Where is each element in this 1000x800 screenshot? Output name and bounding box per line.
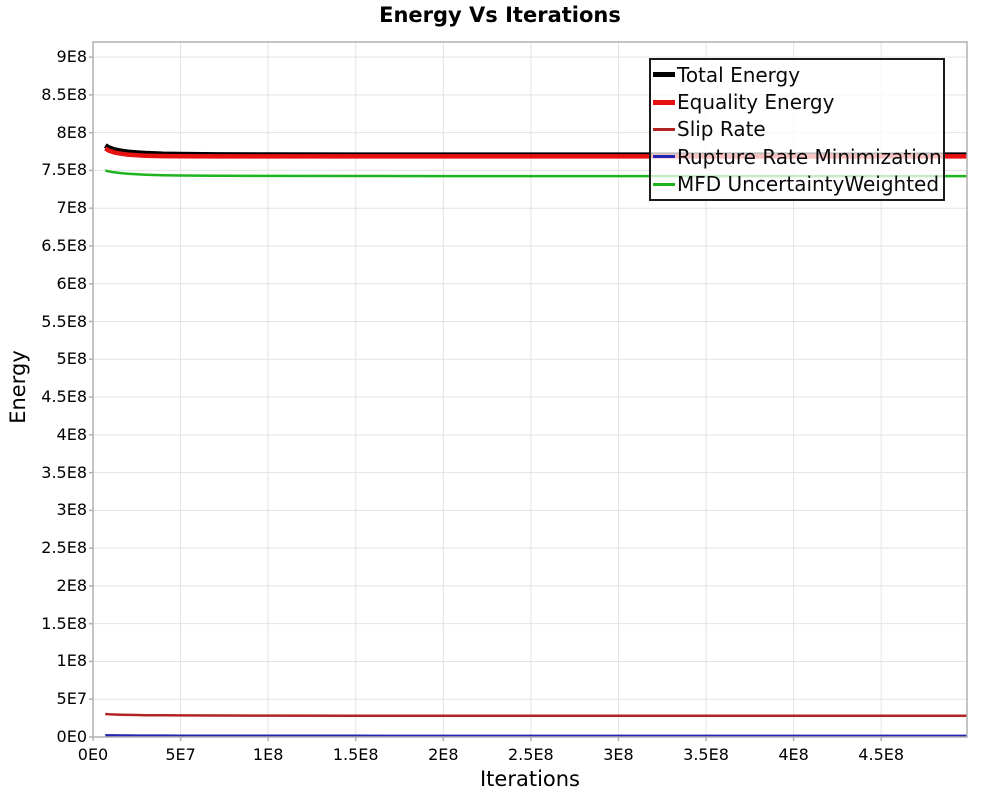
x-tick-label: 1E8 xyxy=(252,745,284,764)
y-tick-label: 5E7 xyxy=(56,689,87,709)
y-tick-label: 3.5E8 xyxy=(41,462,87,482)
y-tick-label: 7.5E8 xyxy=(41,160,87,180)
y-tick-label: 2.5E8 xyxy=(41,538,87,558)
chart-title: Energy Vs Iterations xyxy=(379,3,621,27)
y-tick-label: 7E8 xyxy=(56,198,87,218)
y-tick-label: 4.5E8 xyxy=(41,387,87,407)
y-tick-label: 8.5E8 xyxy=(41,84,87,104)
x-tick-label: 2.5E8 xyxy=(508,745,554,764)
y-tick-label: 5E8 xyxy=(56,349,87,369)
legend-line-sample xyxy=(653,127,675,131)
legend-item: MFD UncertaintyWeighted xyxy=(653,171,941,198)
y-tick-label: 1E8 xyxy=(56,651,87,671)
y-tick-label: 3E8 xyxy=(56,500,87,520)
legend-item-label: Slip Rate xyxy=(677,117,766,142)
x-tick-label: 5E7 xyxy=(165,745,196,764)
legend-item: Rupture Rate Minimization xyxy=(653,143,942,170)
legend-item: Equality Energy xyxy=(653,89,941,116)
legend-item: Slip Rate xyxy=(653,116,941,143)
legend-item-label: Rupture Rate Minimization xyxy=(677,144,942,169)
plot-border xyxy=(92,41,968,738)
y-tick-label: 6.5E8 xyxy=(41,235,87,255)
x-tick-label: 0E0 xyxy=(77,745,109,764)
legend-item-label: Total Energy xyxy=(677,62,801,87)
legend-line-sample xyxy=(653,99,675,105)
series-line-rupture-rate-minimization xyxy=(105,734,967,738)
y-tick-label: 8E8 xyxy=(56,122,87,142)
legend: Total Energy Equality Energy Slip Rate R… xyxy=(649,58,945,201)
y-tick-label: 6E8 xyxy=(56,273,87,293)
legend-item-label: Equality Energy xyxy=(677,90,835,115)
y-tick-label: 9E8 xyxy=(56,47,87,67)
y-tick-label: 0E0 xyxy=(56,727,87,746)
legend-line-sample xyxy=(653,182,675,186)
y-tick-label: 5.5E8 xyxy=(41,311,87,331)
x-tick-label: 1.5E8 xyxy=(332,745,379,764)
x-tick-label: 3E8 xyxy=(603,745,634,764)
series-line-slip-rate xyxy=(105,712,967,717)
legend-line-sample xyxy=(653,155,675,159)
x-tick-label: 2E8 xyxy=(428,745,459,764)
x-tick-label: 3.5E8 xyxy=(683,745,729,764)
y-tick-label: 4E8 xyxy=(56,424,87,444)
x-tick-label: 4E8 xyxy=(778,745,809,764)
x-axis-title: Iterations xyxy=(479,767,581,791)
legend-line-sample xyxy=(653,72,675,78)
y-tick-label: 2E8 xyxy=(56,575,87,595)
legend-item-label: MFD UncertaintyWeighted xyxy=(677,172,940,197)
legend-item: Total Energy xyxy=(653,61,941,88)
y-tick-label: 1.5E8 xyxy=(41,613,87,633)
x-tick-label: 4.5E8 xyxy=(858,745,905,764)
